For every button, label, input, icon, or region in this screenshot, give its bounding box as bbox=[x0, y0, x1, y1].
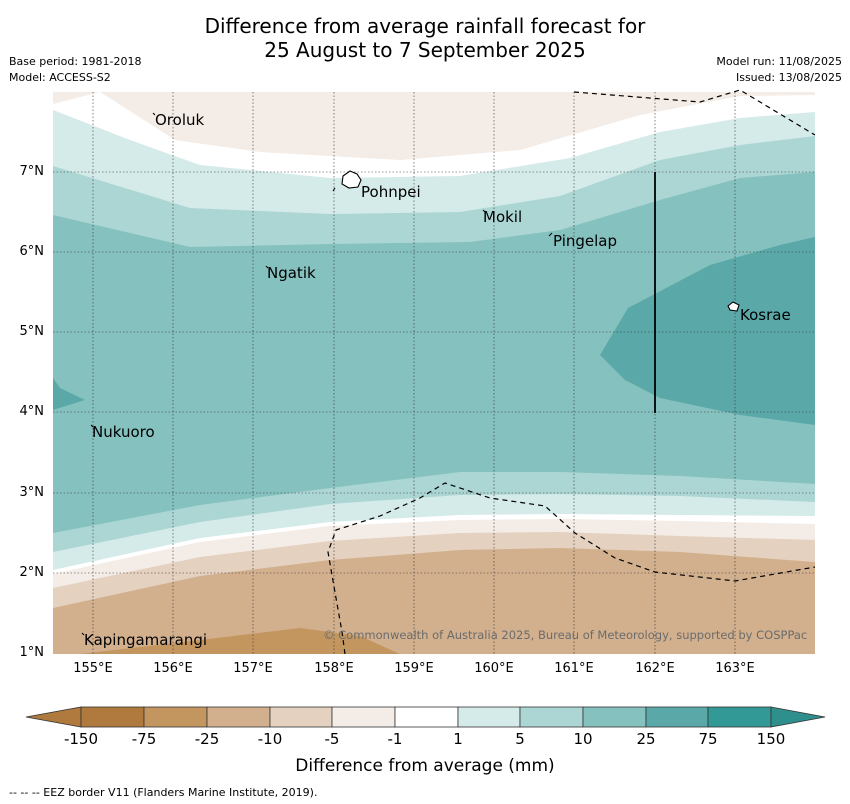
graticule bbox=[53, 92, 815, 654]
contour-teal-75-west bbox=[53, 378, 85, 410]
pohnpei-island bbox=[341, 170, 362, 189]
lon-tick: 162°E bbox=[635, 661, 675, 676]
colorbar-extend-low bbox=[25, 706, 82, 728]
colorbar-label: -5 bbox=[324, 730, 340, 748]
mokil-mark bbox=[482, 209, 486, 213]
place-label-pingelap: Pingelap bbox=[553, 232, 618, 250]
lon-tick: 159°E bbox=[394, 661, 434, 676]
lon-tick: 161°E bbox=[554, 661, 594, 676]
title-line-1: Difference from average rainfall forecas… bbox=[204, 14, 646, 38]
model-run: Model run: 11/08/2025 bbox=[716, 55, 842, 68]
colorbar-label: 5 bbox=[515, 730, 525, 748]
lat-tick: 7°N bbox=[19, 164, 45, 179]
title-line-2: 25 August to 7 September 2025 bbox=[264, 38, 586, 62]
pohnpei-outlier bbox=[332, 187, 336, 192]
kapingamarangi-mark bbox=[81, 632, 85, 636]
place-label-kosrae: Kosrae bbox=[740, 306, 791, 324]
lat-tick: 5°N bbox=[19, 324, 45, 339]
model-info: Base period: 1981-2018 Model: ACCESS-S2 bbox=[9, 54, 141, 86]
lat-tick: 4°N bbox=[19, 404, 45, 419]
contour-brown-25 bbox=[53, 548, 815, 654]
copyright-notice: © Commonwealth of Australia 2025, Bureau… bbox=[323, 628, 808, 642]
colorbar-label: -25 bbox=[194, 730, 220, 748]
lon-tick: 156°E bbox=[153, 661, 193, 676]
place-label-mokil: Mokil bbox=[483, 208, 523, 226]
lon-tick: 163°E bbox=[715, 661, 755, 676]
map-title: Difference from average rainfall forecas… bbox=[0, 14, 850, 62]
colorbar-title: Difference from average (mm) bbox=[295, 756, 555, 776]
nukuoro-mark bbox=[90, 424, 94, 428]
colorbar-label: -10 bbox=[257, 730, 283, 748]
rainfall-contours bbox=[53, 92, 815, 654]
colorbar-label: 1 bbox=[453, 730, 463, 748]
pingelap-mark bbox=[548, 232, 553, 237]
colorbar-label: 25 bbox=[636, 730, 656, 748]
place-label-pohnpei: Pohnpei bbox=[361, 183, 421, 201]
lon-tick: 158°E bbox=[314, 661, 354, 676]
base-period: Base period: 1981-2018 bbox=[9, 55, 142, 68]
place-label-nukuoro: Nukuoro bbox=[92, 423, 155, 441]
eez-borders bbox=[327, 89, 816, 655]
place-label-oroluk: Oroluk bbox=[155, 111, 205, 129]
oroluk-mark bbox=[152, 112, 156, 116]
eez-footnote: -- -- -- EEZ border V11 (Flanders Marine… bbox=[9, 786, 318, 799]
place-label-kapingamarangi: Kapingamarangi bbox=[84, 631, 208, 649]
colorbar-extend-high bbox=[770, 706, 826, 728]
lat-tick: 3°N bbox=[19, 485, 45, 500]
colorbar-label: 150 bbox=[756, 730, 786, 748]
lat-tick: 1°N bbox=[19, 645, 45, 660]
place-label-ngatik: Ngatik bbox=[267, 264, 316, 282]
ngatik-mark bbox=[265, 265, 269, 269]
lon-tick: 155°E bbox=[73, 661, 113, 676]
colorbar bbox=[25, 706, 826, 728]
eez-border-north bbox=[573, 89, 816, 136]
colorbar-label: -150 bbox=[63, 730, 99, 748]
eez-border-south bbox=[327, 482, 816, 655]
lon-tick: 160°E bbox=[474, 661, 514, 676]
colorbar-label: 75 bbox=[698, 730, 718, 748]
lat-tick: 2°N bbox=[19, 565, 45, 580]
lon-tick: 157°E bbox=[233, 661, 273, 676]
kosrae-island bbox=[727, 301, 740, 312]
contour-brown-75 bbox=[80, 628, 400, 654]
issued-date: Issued: 13/08/2025 bbox=[735, 71, 842, 84]
lat-tick: 6°N bbox=[19, 244, 45, 259]
run-info: Model run: 11/08/2025 Issued: 13/08/2025 bbox=[716, 54, 842, 86]
islands bbox=[81, 112, 740, 636]
colorbar-label: 10 bbox=[573, 730, 593, 748]
contour-teal-75-east bbox=[600, 237, 815, 425]
colorbar-label: -75 bbox=[131, 730, 157, 748]
model-name: Model: ACCESS-S2 bbox=[9, 71, 111, 84]
colorbar-label: -1 bbox=[387, 730, 403, 748]
